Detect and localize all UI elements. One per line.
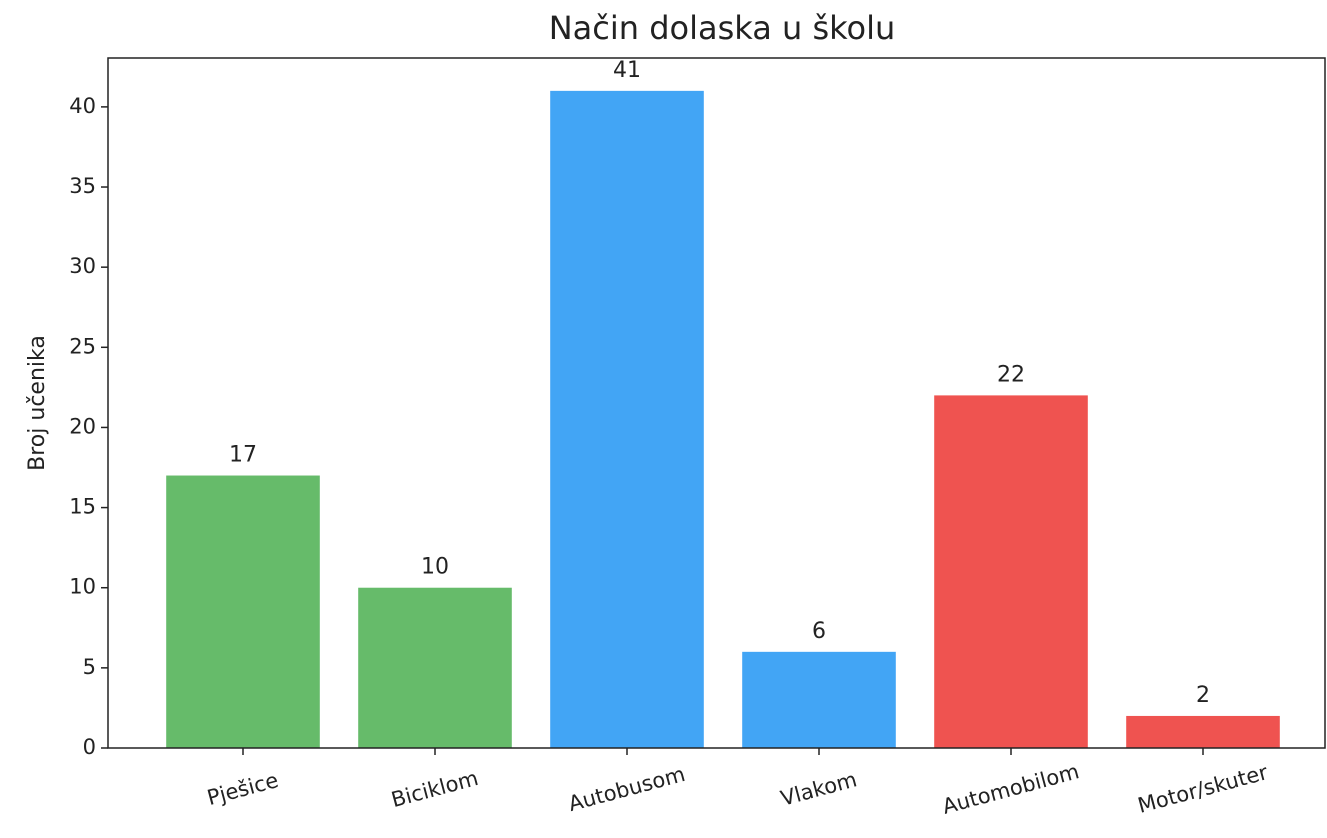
x-tick-label: Vlakom (778, 767, 859, 810)
bar (550, 90, 704, 749)
y-tick-label: 10 (69, 575, 96, 599)
x-tick-label: Autobusom (566, 762, 688, 816)
y-tick-label: 25 (69, 334, 96, 358)
value-label: 41 (613, 58, 641, 83)
bar (358, 587, 512, 748)
bar (934, 395, 1088, 748)
y-tick-label: 5 (83, 655, 96, 679)
y-tick-label: 30 (69, 254, 96, 278)
value-label: 6 (812, 619, 826, 644)
bar (1126, 715, 1280, 748)
bar (166, 475, 320, 748)
x-tick-label: Motor/skuter (1135, 760, 1270, 818)
value-label: 2 (1196, 683, 1210, 708)
bar (742, 651, 896, 748)
y-tick-label: 20 (69, 414, 96, 438)
x-tick-label: Automobilom (940, 759, 1082, 819)
y-tick-label: 40 (69, 94, 96, 118)
y-tick-label: 15 (69, 495, 96, 519)
x-tick-label: Biciklom (389, 766, 481, 812)
chart-title: Način dolaska u školu (549, 9, 896, 47)
value-label: 10 (421, 555, 449, 580)
x-tick-label: Pješice (205, 768, 281, 810)
value-label: 17 (229, 443, 257, 468)
value-label: 22 (997, 362, 1025, 387)
y-tick-label: 35 (69, 174, 96, 198)
y-axis-label: Broj učenika (25, 335, 50, 471)
plot-frame (107, 57, 1326, 749)
y-tick-label: 0 (83, 735, 96, 759)
